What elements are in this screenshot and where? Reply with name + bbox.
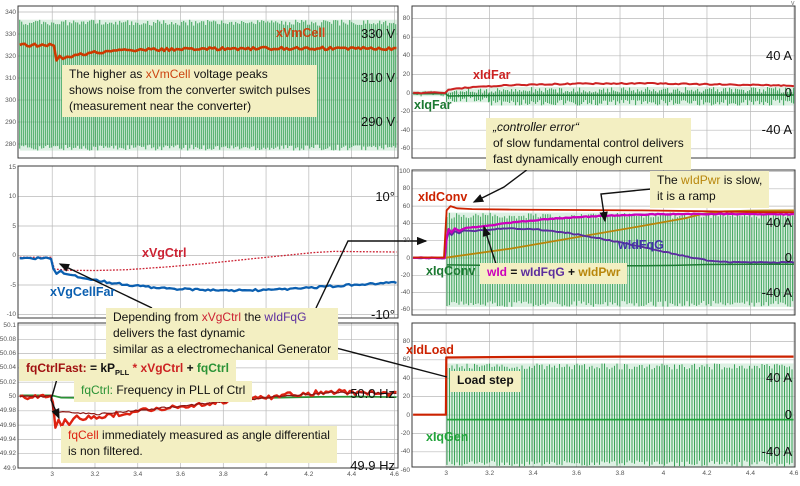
comb-fill-vcell-instantaneous	[19, 19, 397, 151]
series-vcell-instantaneous	[19, 19, 397, 151]
series-xIdLoad	[413, 355, 794, 416]
plot-panel-middle-left-angle	[17, 165, 399, 319]
series-wIdFqG	[413, 227, 795, 264]
series-fqCtrlFast	[19, 391, 397, 416]
plot-panel-middle-right-conv-current	[411, 169, 796, 316]
plot-panel-bottom-left-frequency	[17, 322, 399, 469]
arrow-to-angle-dip	[58, 263, 153, 309]
arrow-ctrlerror-to-xidconv	[472, 165, 533, 203]
series-xIdConv	[413, 205, 794, 259]
series-gen-ripple	[446, 363, 793, 467]
plot-panel-bottom-right-load-current	[411, 322, 796, 468]
arrow-to-conv-step	[315, 236, 428, 309]
series-xVgCtrl	[19, 250, 397, 272]
series-xIdFar	[413, 82, 795, 95]
arrow-widpwr-to-ramp	[599, 188, 652, 223]
plot-panel-top-left-voltage	[17, 5, 399, 159]
arrow-formula-to-wid	[482, 225, 498, 268]
series-xVgCellFar	[19, 256, 397, 293]
arrow-fqctrlfast-to-dip	[50, 378, 60, 420]
plot-panel-top-right-far-current	[411, 5, 796, 159]
series-xVmCell	[19, 42, 397, 62]
